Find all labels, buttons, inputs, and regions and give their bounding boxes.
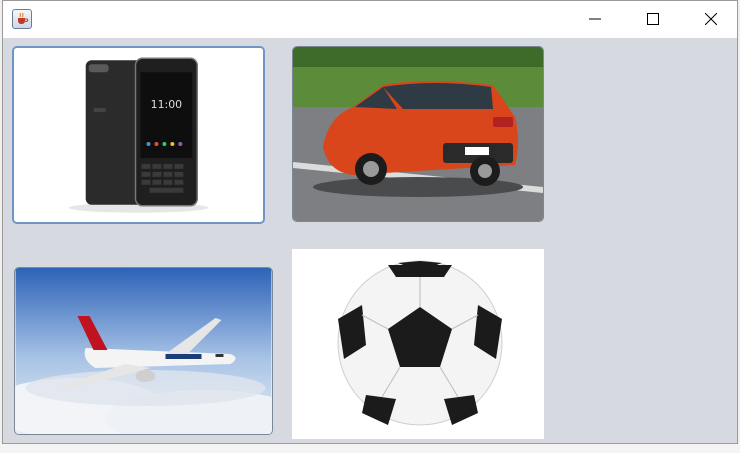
minimize-icon: [589, 18, 601, 20]
svg-text:11:00: 11:00: [151, 98, 183, 111]
desktop-background-strip: [0, 444, 740, 453]
java-cup-icon[interactable]: [12, 9, 32, 29]
airplane-image: [15, 268, 272, 434]
phone-image: 11:00: [14, 48, 263, 222]
minimize-button[interactable]: [566, 1, 624, 38]
thumbnail-phone[interactable]: 11:00: [12, 46, 265, 224]
maximize-button[interactable]: [624, 1, 682, 38]
title-bar[interactable]: [3, 1, 737, 38]
app-window: 11:00: [2, 0, 738, 444]
thumbnail-soccer-ball[interactable]: [292, 249, 544, 439]
thumbnail-airplane[interactable]: [14, 267, 273, 435]
car-image: [293, 47, 543, 221]
close-icon: [705, 13, 717, 25]
soccer-ball-image: [292, 249, 544, 439]
thumbnail-car[interactable]: [292, 46, 544, 222]
maximize-icon: [647, 13, 659, 25]
close-button[interactable]: [682, 1, 740, 38]
